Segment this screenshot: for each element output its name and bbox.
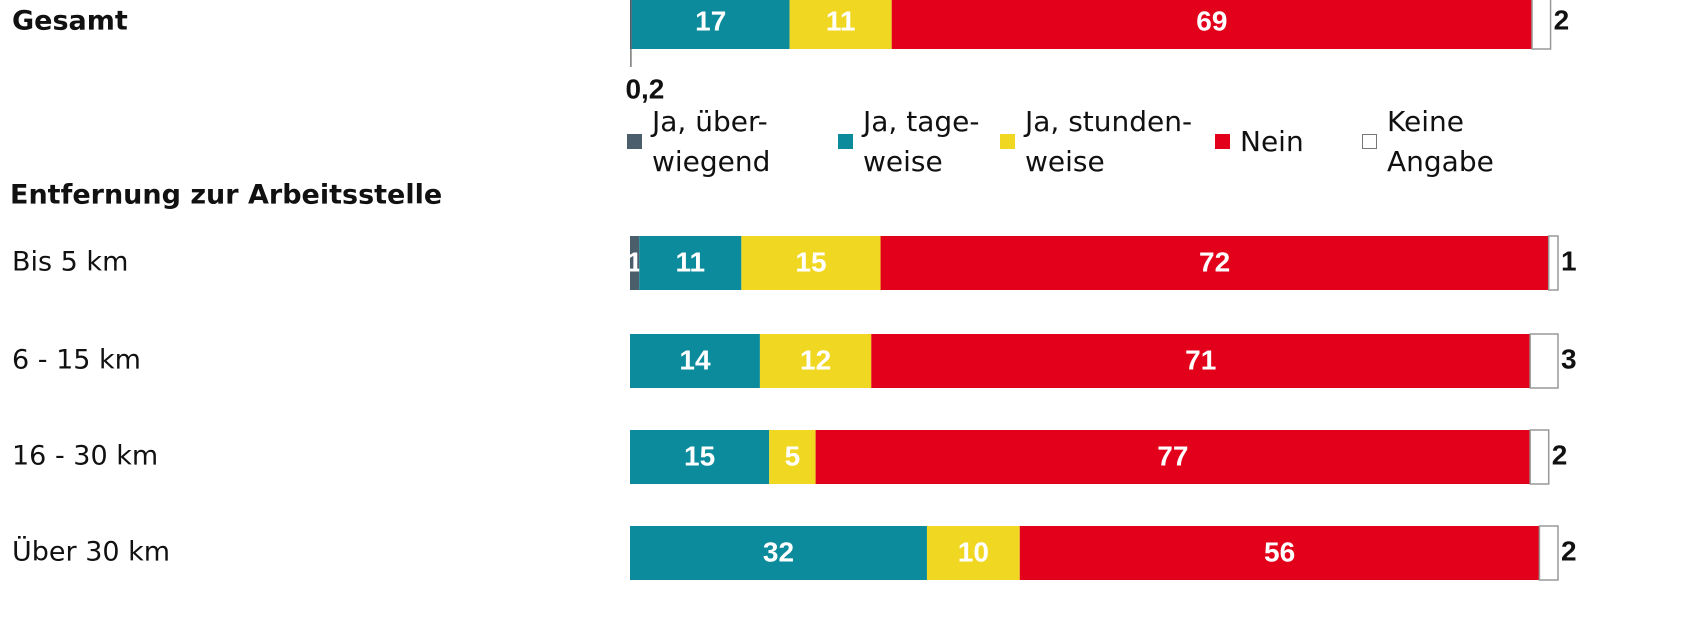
legend-swatch <box>1362 134 1377 149</box>
bar-segment <box>759 334 872 388</box>
bar-segment <box>630 0 632 49</box>
category-label: 16 - 30 km <box>12 441 158 472</box>
data-label: 10 <box>958 536 989 567</box>
bar-segment <box>789 0 892 49</box>
data-label: 56 <box>1264 536 1295 567</box>
legend-swatch <box>1215 134 1230 149</box>
data-label: 1 <box>1561 245 1577 276</box>
legend-label: Keine Angabe <box>1387 105 1494 178</box>
data-label: 2 <box>1561 535 1577 566</box>
category-label: 6 - 15 km <box>12 345 141 376</box>
bar-segment <box>871 334 1531 388</box>
data-label: 17 <box>695 5 726 36</box>
legend-swatch <box>838 134 853 149</box>
data-label: 14 <box>679 344 711 375</box>
data-label: 71 <box>1185 344 1216 375</box>
legend-label: Nein <box>1240 125 1304 158</box>
data-label: 77 <box>1157 440 1188 471</box>
bar-segment <box>630 236 640 290</box>
data-label: 1 <box>627 246 643 277</box>
data-label: 11 <box>826 5 856 36</box>
data-label: 72 <box>1199 246 1230 277</box>
data-label: 0,2 <box>625 73 664 104</box>
section-label: Entfernung zur Arbeitsstelle <box>10 180 442 211</box>
bar-segment <box>630 334 760 388</box>
legend-label: Ja, tage- weise <box>863 105 980 178</box>
bar-segment <box>630 526 927 580</box>
bar-segment <box>815 430 1531 484</box>
bar-segment <box>631 0 790 49</box>
category-label: Gesamt <box>12 6 128 37</box>
data-label: 32 <box>763 536 794 567</box>
category-label: Bis 5 km <box>12 247 128 278</box>
bar-segment <box>630 430 770 484</box>
data-label: 11 <box>676 246 706 277</box>
bar-segment <box>1019 526 1540 580</box>
legend-swatch <box>1000 134 1015 149</box>
bar-segment <box>1547 235 1559 291</box>
data-label: 2 <box>1554 4 1570 35</box>
data-label: 3 <box>1561 343 1577 374</box>
bar-segment <box>1529 429 1550 485</box>
data-label: 2 <box>1552 439 1568 470</box>
legend-label: Ja, über- wiegend <box>652 105 771 178</box>
bar-segment <box>926 526 1020 580</box>
bar-segment <box>1529 333 1559 389</box>
legend-label: Ja, stunden- weise <box>1025 105 1193 178</box>
bar-segment <box>769 430 816 484</box>
data-label: 69 <box>1196 5 1227 36</box>
category-label: Über 30 km <box>12 536 170 568</box>
legend-swatch <box>627 134 642 149</box>
bar-segment <box>891 0 1533 49</box>
data-label: 15 <box>684 440 715 471</box>
bar-segment <box>741 236 881 290</box>
bar-segment <box>1531 0 1552 50</box>
data-label: 15 <box>795 246 826 277</box>
bar-segment <box>880 236 1549 290</box>
data-label: 12 <box>800 344 831 375</box>
bar-segment <box>639 236 742 290</box>
bar-segment <box>1538 525 1559 581</box>
data-label: 5 <box>785 440 801 471</box>
